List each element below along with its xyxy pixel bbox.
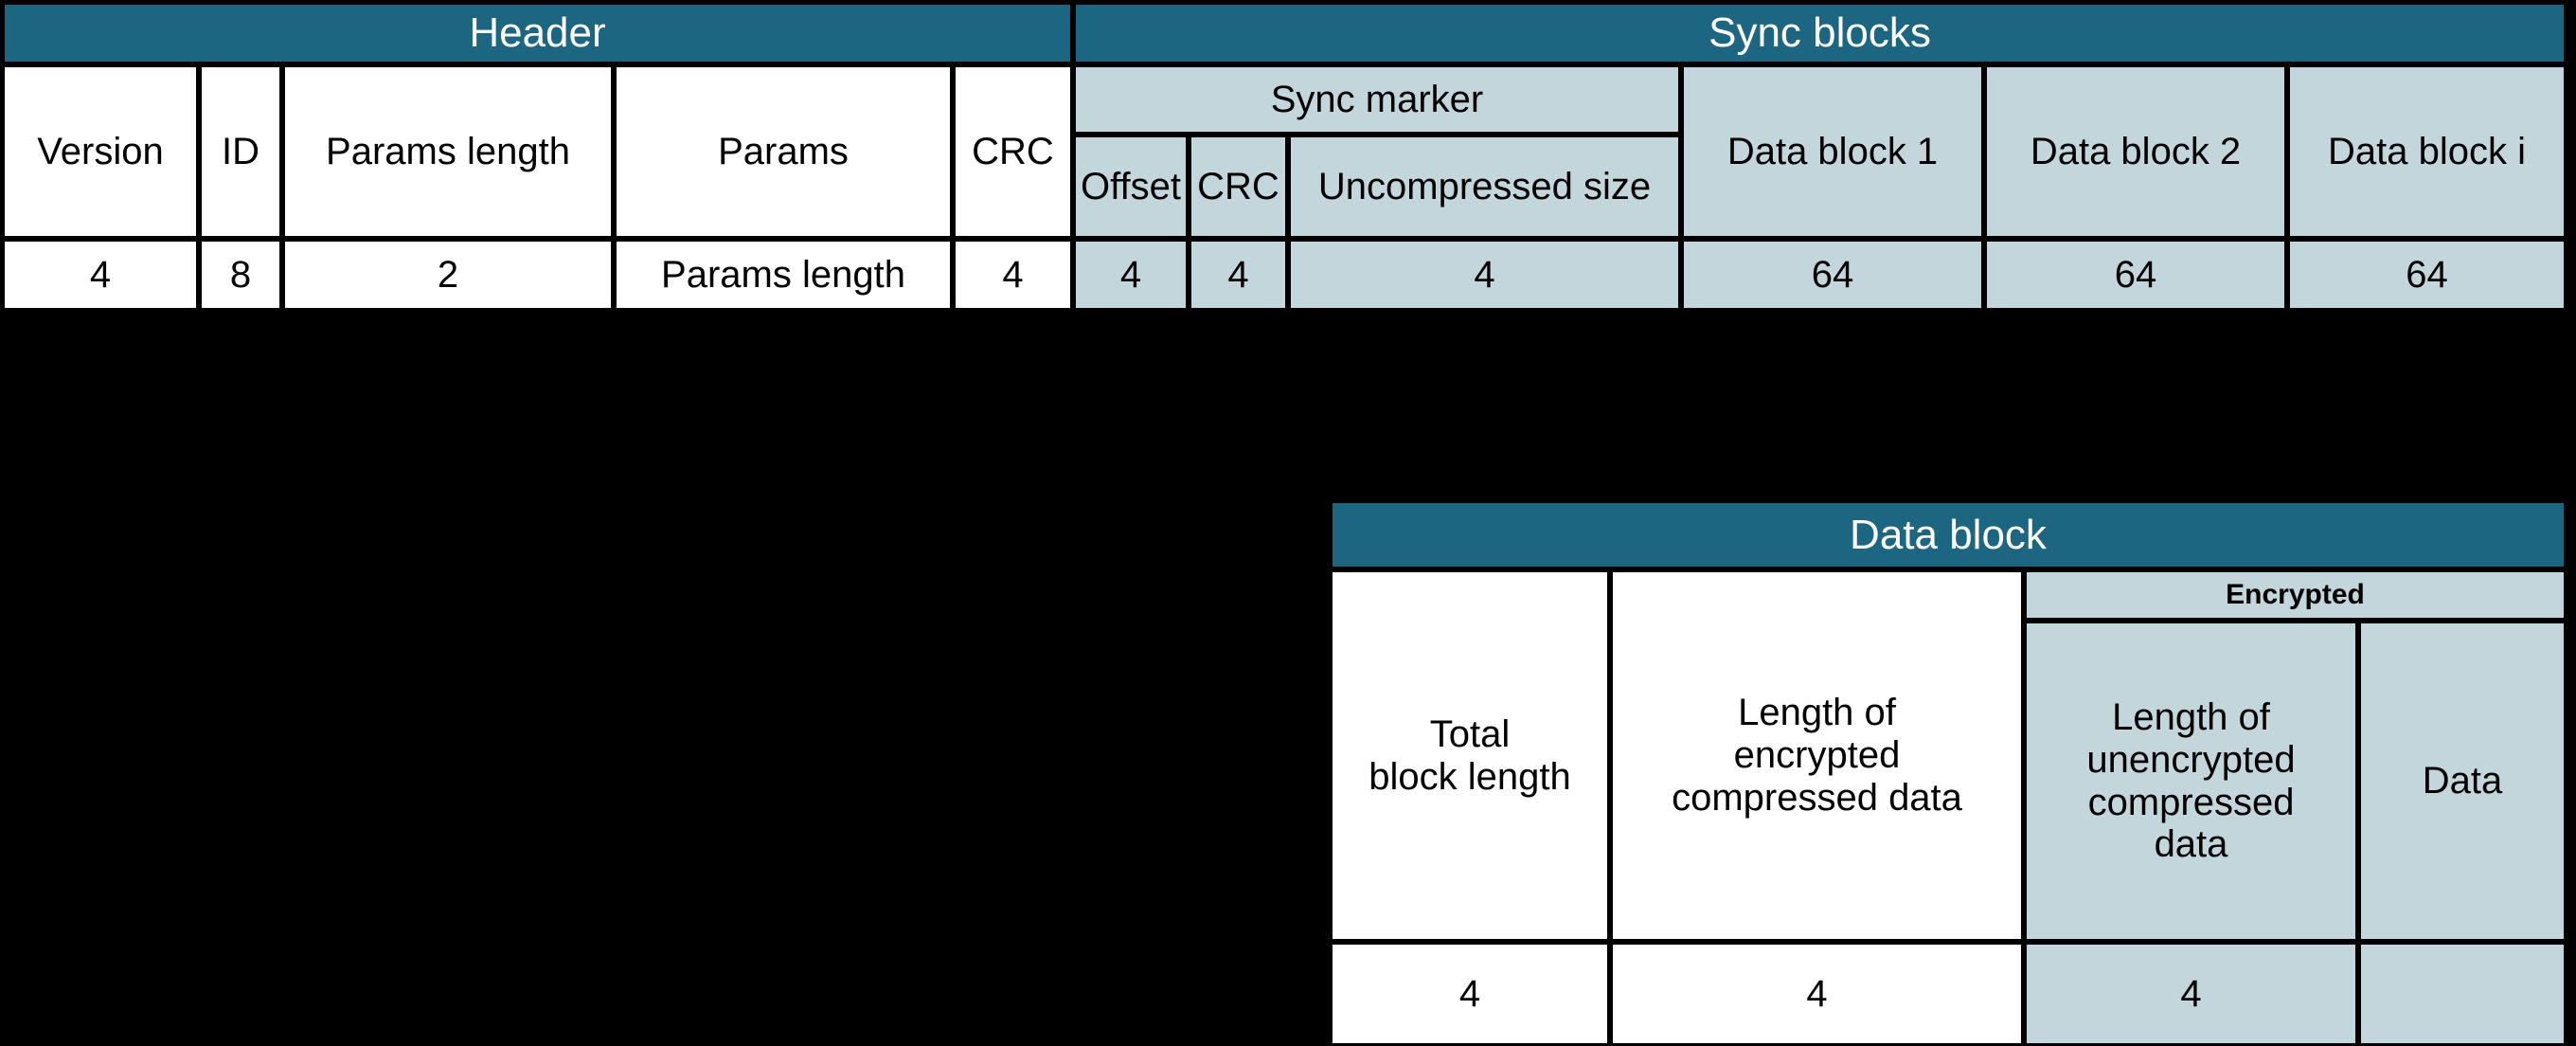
bottom-field-length-unencrypted-label: Length of unencrypted compressed data [2086,695,2296,866]
top-field-params-label: Params [718,130,849,172]
bottom-size-length-unencrypted: 4 [2024,942,2358,1046]
bottom-field-length-encrypted-label: Length of encrypted compressed data [1672,692,1962,819]
top-size-data-block-i: 64 [2287,239,2567,311]
bottom-size-length-encrypted-value: 4 [1806,972,1828,1015]
top-size-data-block-1: 64 [1681,239,1984,311]
top-field-offset-label: Offset [1081,165,1181,207]
bottom-size-length-unencrypted-value: 4 [2180,972,2202,1015]
bottom-field-total-block-length-label: Total block length [1368,712,1571,798]
bottom-field-data: Data [2358,621,2567,942]
bottom-table-title-label: Data block [1850,511,2047,558]
top-field-sync-crc-label: CRC [1197,165,1279,207]
top-group-sync-marker-label: Sync marker [1270,78,1484,120]
top-field-data-block-1: Data block 1 [1681,64,1984,239]
bottom-group-encrypted: Encrypted [2024,569,2567,621]
top-field-crc-label: CRC [972,130,1054,172]
top-field-uncompressed-size-label: Uncompressed size [1317,165,1652,207]
top-size-version-value: 4 [89,253,112,296]
top-field-params-length: Params length [282,64,614,239]
top-field-id-label: ID [222,130,259,172]
top-size-id-value: 8 [229,253,252,296]
top-field-version-label: Version [37,130,164,172]
top-size-sync-crc-value: 4 [1227,253,1249,296]
top-size-uncompressed-size-value: 4 [1474,253,1495,296]
top-field-crc: CRC [953,64,1073,239]
top-field-version: Version [2,64,199,239]
top-size-params-length-value: 2 [437,253,459,296]
top-size-id: 8 [199,239,282,311]
bottom-field-length-unencrypted: Length of unencrypted compressed data [2024,621,2358,942]
bottom-table-title: Data block [1330,500,2567,569]
top-field-data-block-i-label: Data block i [2328,130,2526,172]
bottom-size-length-encrypted: 4 [1610,942,2024,1046]
top-field-offset: Offset [1073,135,1189,239]
top-size-crc-value: 4 [1002,253,1024,296]
top-size-data-block-2: 64 [1984,239,2287,311]
top-size-offset-value: 4 [1119,253,1142,296]
top-size-uncompressed-size: 4 [1288,239,1681,311]
top-field-sync-crc: CRC [1189,135,1288,239]
top-group-header-sync-blocks: Sync blocks [1073,2,2567,64]
top-field-params-length-label: Params length [326,130,570,172]
top-size-sync-crc: 4 [1189,239,1288,311]
top-field-params: Params [614,64,953,239]
top-field-data-block-2: Data block 2 [1984,64,2287,239]
top-field-data-block-i: Data block i [2287,64,2567,239]
top-field-data-block-1-label: Data block 1 [1726,130,1939,172]
bottom-size-data [2358,942,2567,1046]
top-group-header-header: Header [2,2,1073,64]
top-size-params: Params length [614,239,953,311]
top-size-data-block-2-value: 64 [2114,253,2157,296]
bottom-group-encrypted-label: Encrypted [2226,579,2365,611]
top-size-offset: 4 [1073,239,1189,311]
top-size-params-value: Params length [661,253,905,296]
bottom-field-total-block-length: Total block length [1330,569,1610,942]
top-size-crc: 4 [953,239,1073,311]
bottom-field-length-encrypted: Length of encrypted compressed data [1610,569,2024,942]
top-group-header-sync-blocks-label: Sync blocks [1708,9,1931,57]
bottom-size-total-block-length-value: 4 [1458,972,1481,1015]
top-size-data-block-1-value: 64 [1811,253,1854,296]
top-size-params-length: 2 [282,239,614,311]
top-group-sync-marker: Sync marker [1073,64,1681,135]
top-field-id: ID [199,64,282,239]
top-group-header-header-label: Header [469,9,606,57]
bottom-field-data-label: Data [2422,760,2503,803]
top-size-data-block-i-value: 64 [2406,253,2448,296]
bottom-size-total-block-length: 4 [1330,942,1610,1046]
top-field-data-block-2-label: Data block 2 [2030,130,2242,172]
top-size-version: 4 [2,239,199,311]
top-field-uncompressed-size: Uncompressed size [1288,135,1681,239]
